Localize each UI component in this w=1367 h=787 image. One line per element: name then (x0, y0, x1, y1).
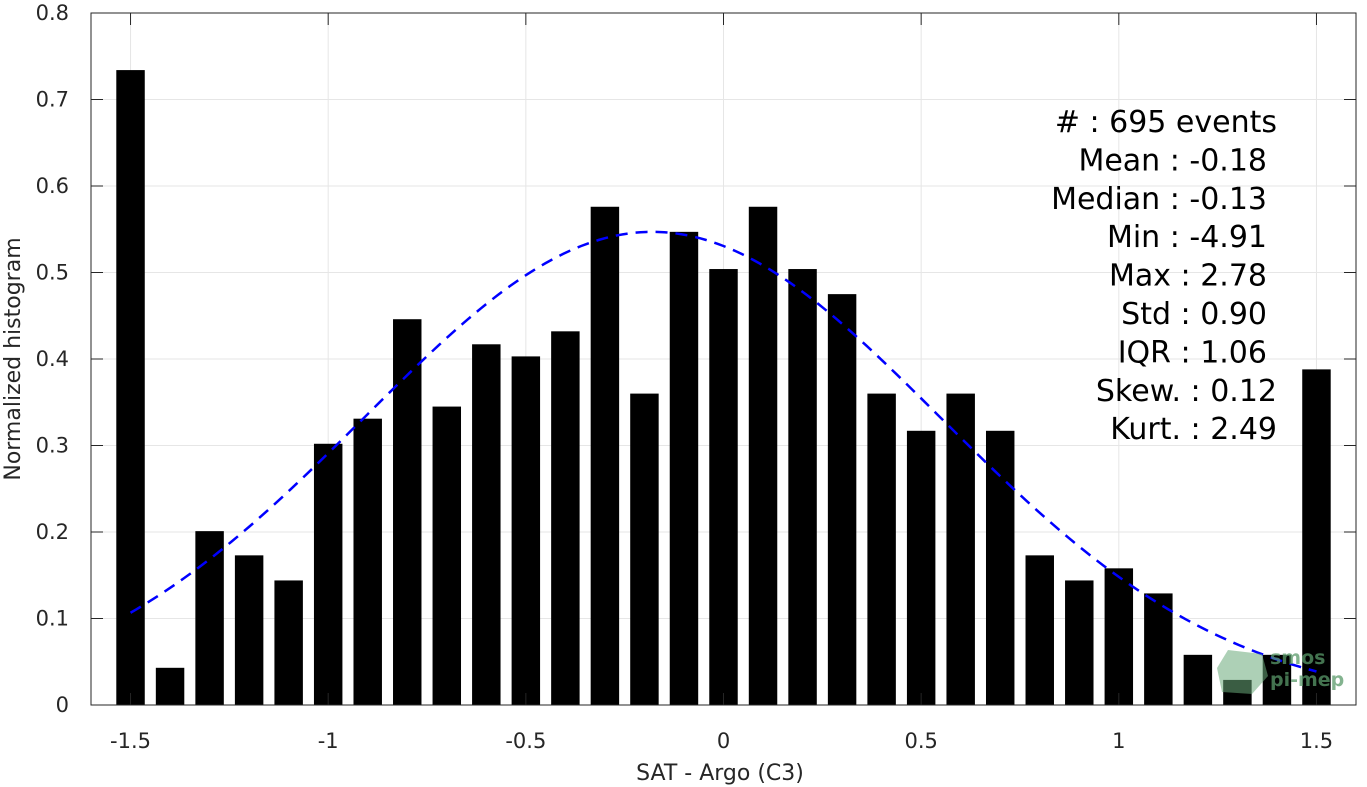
stat-line: Mean : -0.18 (1078, 143, 1267, 178)
y-tick-labels: 0 0.1 0.2 0.3 0.4 0.5 0.6 0.7 0.8 (36, 1, 69, 717)
histogram-bar (1144, 593, 1173, 705)
histogram-bar (867, 393, 896, 705)
bars (116, 70, 1331, 706)
y-tick-label: 0.4 (36, 347, 69, 371)
x-tick-label: 0.5 (904, 729, 937, 753)
stat-line: Min : -4.91 (1107, 220, 1267, 255)
histogram-bar (1183, 654, 1213, 705)
histogram-bar (748, 206, 778, 705)
histogram-bar (234, 555, 264, 705)
histogram-bar (353, 418, 382, 705)
histogram-bar (1302, 369, 1331, 705)
histogram-bar (116, 70, 145, 706)
histogram-bar (393, 319, 422, 705)
logo-mark (1217, 650, 1268, 694)
histogram-bar (788, 269, 817, 705)
x-tick-label: -1 (318, 729, 339, 753)
logo-line1: smos (1270, 647, 1325, 669)
histogram-bar (1065, 580, 1094, 705)
histogram-bar (709, 269, 738, 705)
histogram-bar (1025, 555, 1054, 705)
stat-line: Max : 2.78 (1109, 259, 1267, 294)
histogram-bar (551, 331, 580, 705)
stat-line: # : 695 events (1055, 105, 1277, 140)
histogram-bar (906, 430, 936, 705)
histogram-bar (630, 393, 659, 705)
histogram-bar (827, 294, 857, 705)
y-tick-label: 0.2 (36, 520, 69, 544)
histogram-bar (274, 580, 303, 705)
x-tick-label: -1.5 (110, 729, 151, 753)
gaussian-fit-curve (129, 230, 1317, 673)
x-tick-labels: -1.5 -1 -0.5 0 0.5 1 1.5 (110, 729, 1333, 753)
smos-pimep-logo: smos pi-mep (1217, 647, 1344, 694)
stat-line: Kurt. : 2.49 (1110, 412, 1277, 447)
y-tick-label: 0.1 (36, 607, 69, 631)
histogram-bar (511, 356, 541, 705)
y-tick-label: 0.5 (36, 261, 69, 285)
stat-line: IQR : 1.06 (1118, 335, 1267, 370)
histogram-bar (432, 406, 462, 705)
histogram-bar (590, 206, 620, 705)
stat-line: Median : -0.13 (1051, 182, 1267, 217)
y-tick-label: 0.7 (36, 88, 69, 112)
y-tick-label: 0.8 (36, 1, 69, 25)
histogram-bar (669, 231, 699, 705)
stat-line: Skew. : 0.12 (1096, 374, 1277, 409)
y-tick-label: 0 (56, 693, 69, 717)
histogram-bar (985, 430, 1015, 705)
y-tick-label: 0.6 (36, 174, 69, 198)
y-tick-label: 0.3 (36, 434, 69, 458)
y-axis-label: Normalized histogram (1, 237, 26, 480)
x-tick-label: 1.5 (1300, 729, 1333, 753)
stat-line: Std : 0.90 (1121, 297, 1267, 332)
histogram-bar (946, 393, 975, 705)
histogram-bar (313, 443, 343, 705)
histogram-bar (155, 667, 185, 705)
x-tick-label: 0 (717, 729, 730, 753)
histogram-bar (195, 531, 224, 705)
histogram-bar (1262, 654, 1292, 705)
axis-ticks (91, 12, 1356, 706)
histogram-bar (1104, 568, 1134, 705)
x-axis-label: SAT - Argo (C3) (636, 761, 804, 786)
x-tick-label: 1 (1112, 729, 1125, 753)
histogram-bar (472, 344, 501, 705)
logo-line2: pi-mep (1270, 669, 1344, 691)
x-tick-label: -0.5 (505, 729, 546, 753)
